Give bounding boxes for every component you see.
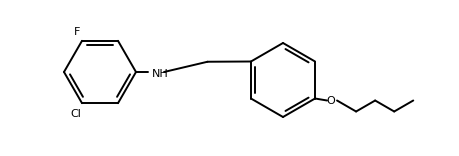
Text: Cl: Cl [70, 109, 81, 119]
Text: NH: NH [151, 69, 168, 79]
Text: O: O [326, 95, 335, 105]
Text: F: F [73, 27, 80, 37]
